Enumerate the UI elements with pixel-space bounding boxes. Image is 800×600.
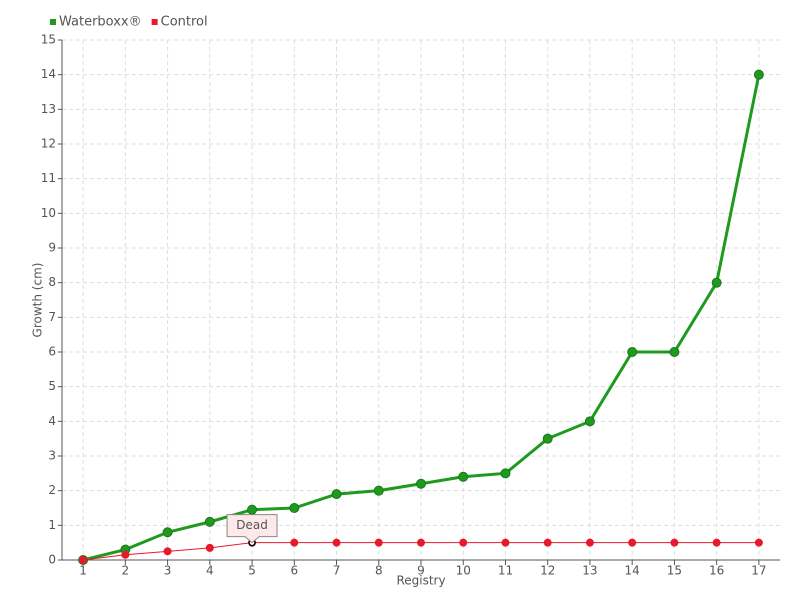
data-point: [459, 538, 468, 547]
data-point: [205, 543, 214, 552]
y-tick-label: 10: [41, 206, 56, 220]
y-tick-label: 15: [41, 33, 56, 47]
data-point: [163, 547, 172, 556]
annotation-box: [226, 514, 278, 544]
x-tick-label: 7: [333, 564, 341, 578]
data-point: [331, 489, 342, 500]
x-tick-label: 2: [122, 564, 130, 578]
x-tick-label: 14: [625, 564, 640, 578]
data-point: [416, 478, 426, 489]
data-point: [289, 503, 300, 513]
data-point: [500, 468, 511, 479]
x-tick-label: 11: [498, 564, 513, 578]
data-point: [501, 538, 510, 547]
data-point: [670, 538, 679, 547]
legend-label: Control: [161, 15, 208, 30]
data-point: [754, 538, 763, 547]
y-tick-label: 11: [41, 171, 56, 185]
annotation-text: Dead: [236, 518, 268, 532]
data-point: [585, 538, 594, 547]
y-tick-label: 4: [48, 414, 56, 428]
data-point: [711, 277, 722, 288]
x-tick-label: 5: [248, 564, 256, 578]
y-tick-label: 5: [48, 379, 56, 393]
legend-label: Waterboxx®: [59, 15, 142, 30]
data-point: [628, 538, 637, 547]
data-point: [584, 416, 595, 427]
data-point: [712, 538, 721, 547]
data-point: [332, 538, 341, 547]
x-tick-label: 13: [582, 564, 597, 578]
y-tick-label: 0: [48, 553, 56, 567]
x-tick-label: 15: [667, 564, 682, 578]
y-tick-label: 1: [48, 518, 56, 532]
x-tick-label: 17: [751, 564, 766, 578]
y-tick-label: 12: [41, 137, 56, 151]
x-tick-label: 4: [206, 564, 214, 578]
y-tick-label: 7: [48, 310, 56, 324]
data-point: [458, 471, 469, 482]
data-point: [162, 527, 173, 538]
data-point: [543, 538, 552, 547]
y-tick-label: 3: [48, 449, 56, 463]
y-axis-label: Growth (cm): [31, 263, 45, 338]
data-point: [290, 538, 299, 547]
y-tick-label: 9: [48, 241, 56, 255]
data-point: [669, 347, 680, 357]
data-point: [373, 485, 384, 496]
data-point: [542, 433, 553, 444]
y-tick-label: 8: [48, 275, 56, 289]
x-tick-label: 10: [456, 564, 471, 578]
x-tick-label: 12: [540, 564, 555, 578]
x-tick-label: 8: [375, 564, 383, 578]
data-point: [247, 504, 258, 515]
x-axis-label: Registry: [396, 574, 445, 588]
data-point: [753, 69, 764, 80]
y-tick-label: 2: [48, 483, 56, 497]
y-tick-label: 14: [41, 67, 56, 81]
data-point: [79, 556, 88, 564]
x-tick-label: 6: [290, 564, 298, 578]
x-tick-label: 16: [709, 564, 724, 578]
x-tick-label: 1: [79, 564, 87, 578]
x-tick-label: 3: [164, 564, 172, 578]
y-tick-label: 6: [48, 345, 56, 359]
data-point: [627, 347, 638, 357]
data-point: [121, 550, 130, 559]
legend-swatch: [50, 19, 56, 25]
data-point: [374, 538, 383, 547]
data-point: [417, 538, 425, 547]
legend-swatch: [151, 19, 158, 25]
data-point: [204, 516, 215, 527]
y-tick-label: 13: [41, 102, 56, 116]
x-tick-label: 9: [417, 564, 425, 578]
